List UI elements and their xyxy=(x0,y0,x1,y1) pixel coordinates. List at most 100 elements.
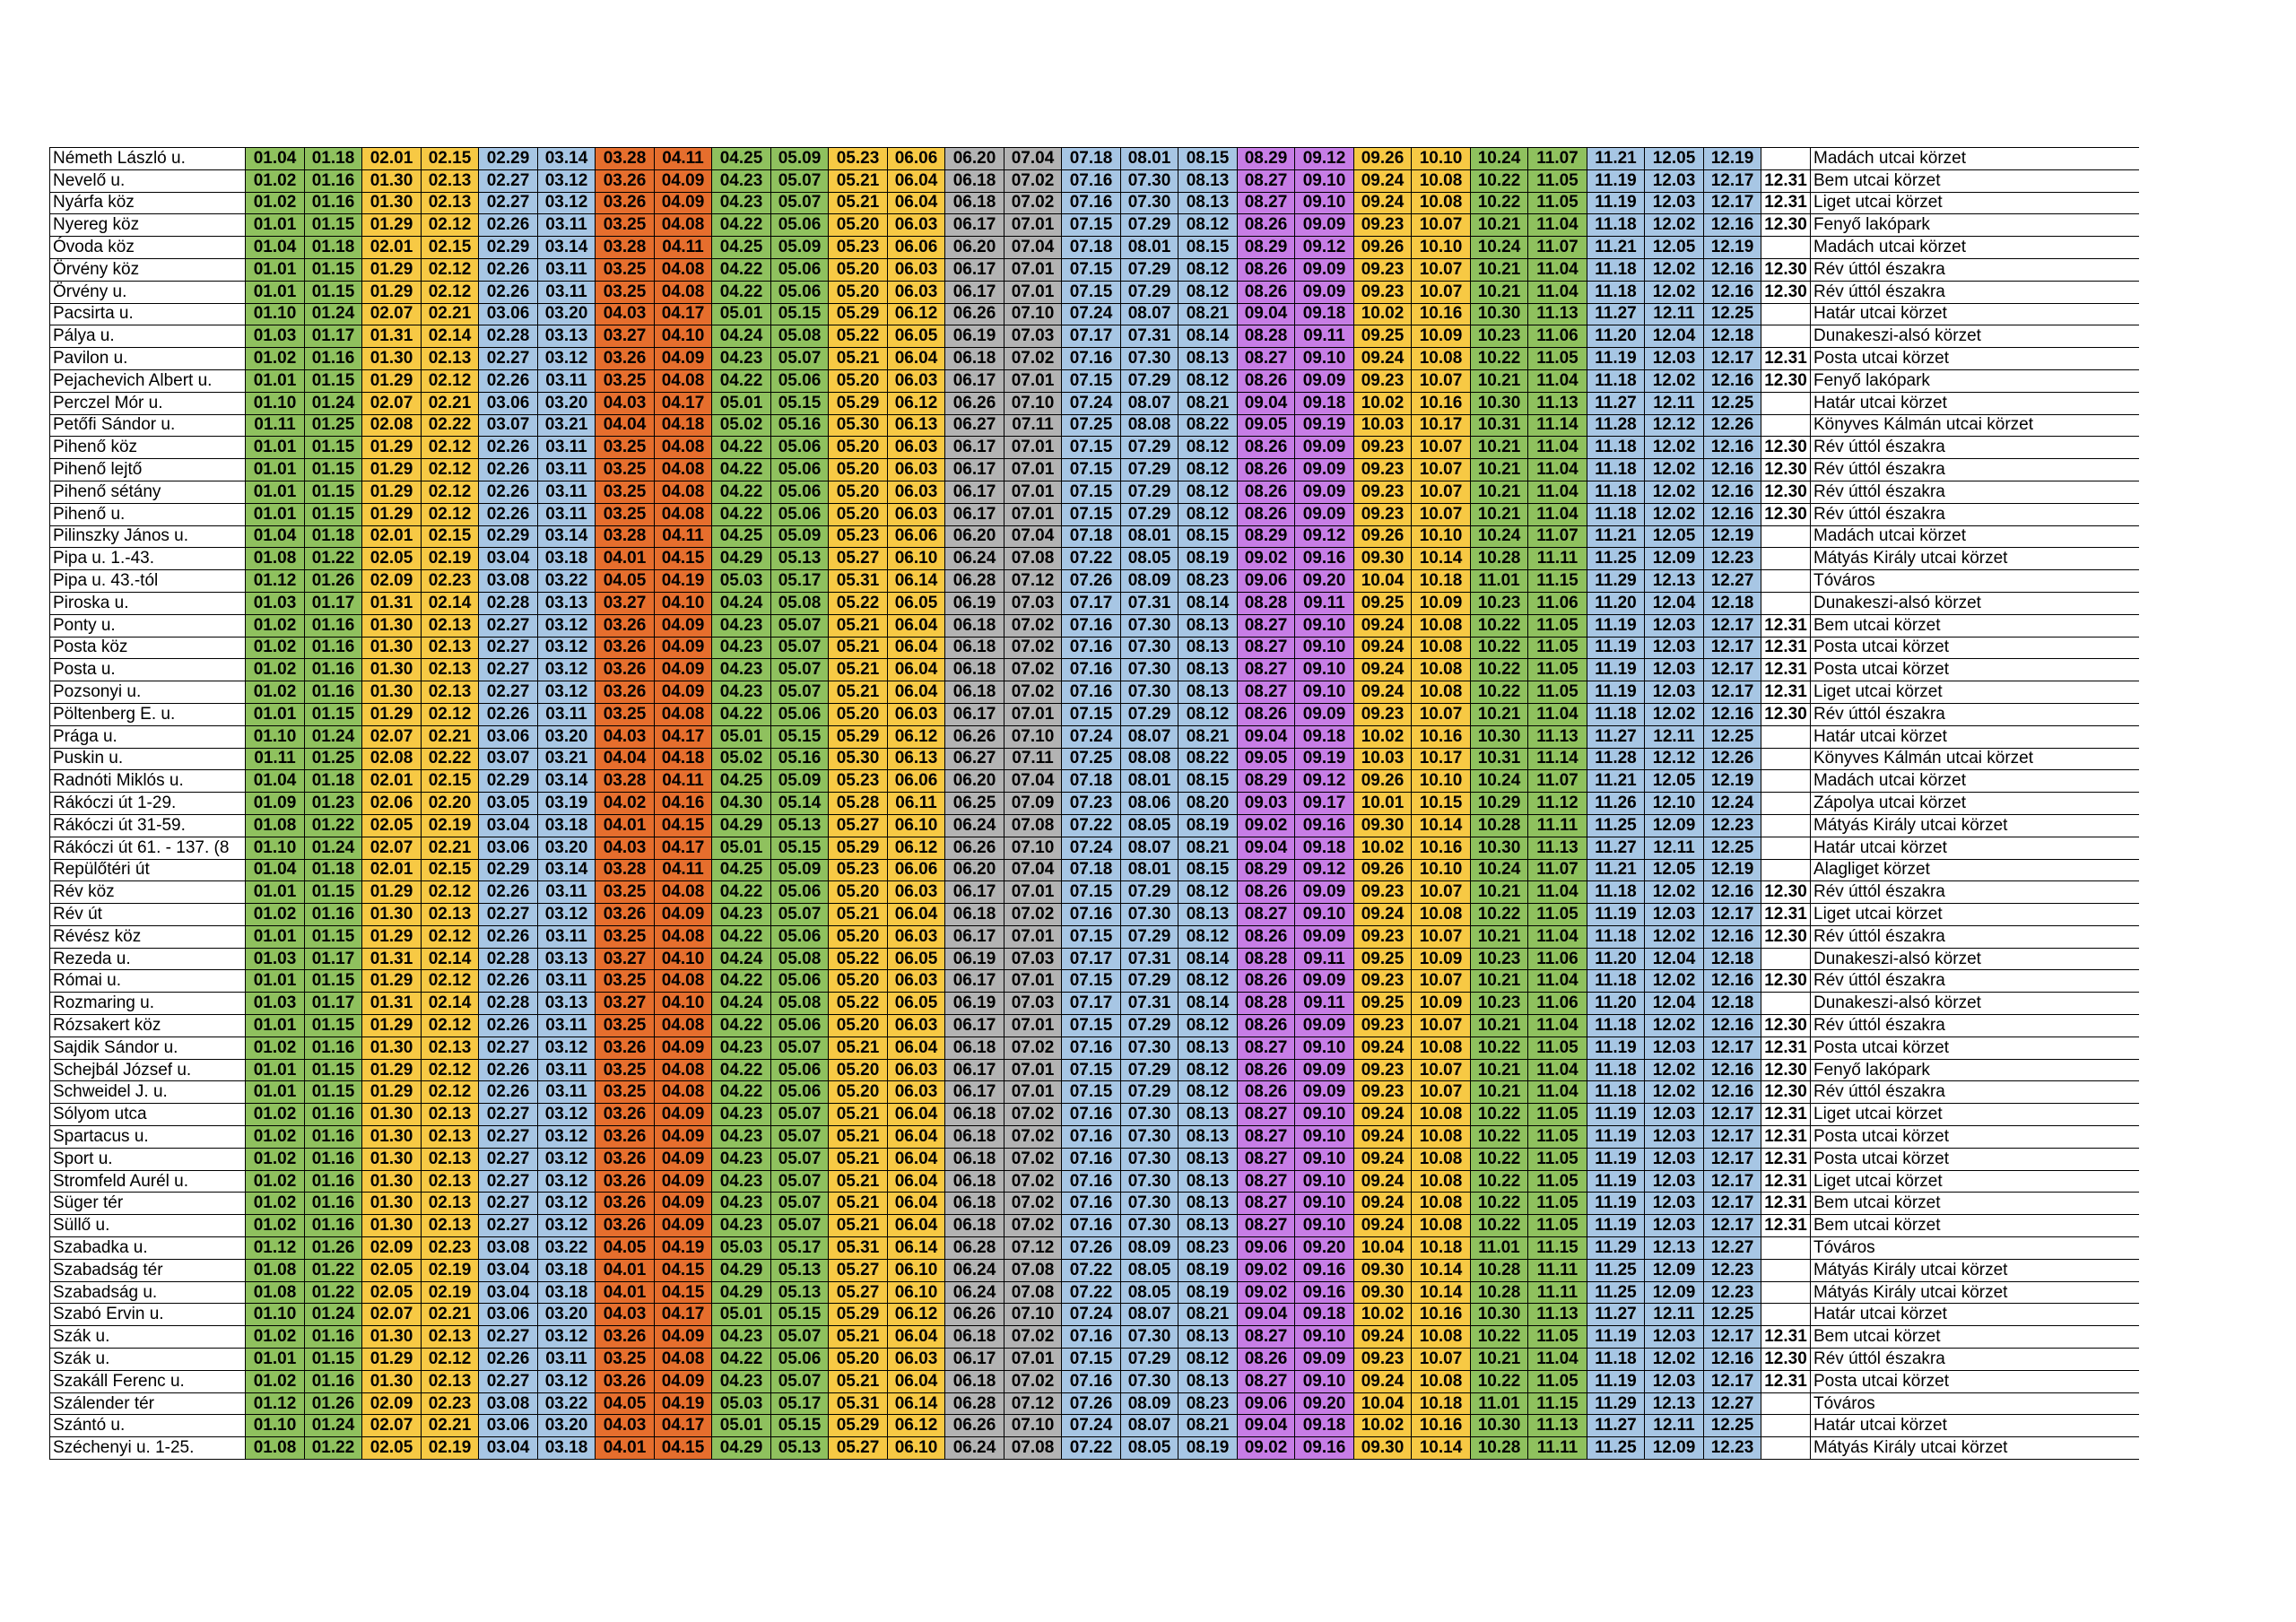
collection-date-cell: 09.20 xyxy=(1294,1392,1354,1416)
collection-date-cell: 07.01 xyxy=(1004,1014,1062,1037)
collection-date-cell xyxy=(1761,858,1811,882)
collection-date-cell: 05.13 xyxy=(770,1436,829,1461)
collection-date-cell: 07.02 xyxy=(1004,903,1062,926)
collection-date-cell: 08.13 xyxy=(1178,1147,1238,1171)
collection-date-cell: 04.01 xyxy=(595,1258,655,1282)
collection-date-cell: 06.18 xyxy=(944,1125,1004,1149)
collection-date-cell: 03.08 xyxy=(478,569,538,593)
collection-date-cell: 07.29 xyxy=(1120,1014,1178,1037)
collection-date-cell: 05.15 xyxy=(770,1303,829,1327)
collection-date-cell: 08.27 xyxy=(1237,681,1295,704)
collection-date-cell: 10.21 xyxy=(1470,213,1528,238)
collection-date-cell: 02.27 xyxy=(478,1325,538,1349)
collection-date-cell: 11.29 xyxy=(1587,1236,1645,1260)
collection-date-cell: 04.15 xyxy=(654,1280,712,1305)
collection-date-cell: 10.08 xyxy=(1411,1214,1471,1238)
collection-date-cell: 10.07 xyxy=(1411,702,1471,726)
collection-date-cell: 11.18 xyxy=(1587,502,1645,526)
collection-date-cell: 08.12 xyxy=(1178,458,1238,481)
collection-date-cell: 05.07 xyxy=(770,903,829,926)
collection-date-cell: 01.16 xyxy=(304,1192,362,1216)
collection-date-cell: 04.22 xyxy=(711,213,771,238)
collection-date-cell: 01.02 xyxy=(245,1147,305,1171)
collection-date-cell: 12.16 xyxy=(1703,213,1761,238)
collection-date-cell: 04.01 xyxy=(595,547,655,571)
collection-date-cell: 10.23 xyxy=(1470,325,1528,349)
collection-date-cell: 05.20 xyxy=(828,436,888,460)
collection-date-cell: 07.02 xyxy=(1004,1192,1062,1216)
collection-date-cell: 07.30 xyxy=(1120,169,1178,193)
collection-date-cell: 08.29 xyxy=(1237,236,1295,259)
collection-date-cell: 08.05 xyxy=(1120,1258,1178,1282)
collection-date-cell: 12.05 xyxy=(1644,236,1704,259)
collection-date-cell: 09.26 xyxy=(1353,525,1412,549)
collection-date-cell: 08.26 xyxy=(1237,213,1295,238)
collection-date-cell: 07.04 xyxy=(1004,236,1062,259)
collection-date-cell: 02.13 xyxy=(421,681,479,704)
collection-date-cell: 07.16 xyxy=(1061,1169,1121,1193)
collection-date-cell: 10.22 xyxy=(1470,191,1528,215)
collection-date-cell: 08.07 xyxy=(1120,391,1178,415)
collection-date-cell: 11.29 xyxy=(1587,569,1645,593)
collection-date-cell: 06.19 xyxy=(944,325,1004,349)
collection-date-cell: 08.27 xyxy=(1237,169,1295,193)
collection-date-cell: 08.27 xyxy=(1237,1125,1295,1149)
collection-date-cell: 06.19 xyxy=(944,947,1004,971)
collection-date-cell: 03.28 xyxy=(595,858,655,882)
collection-date-cell: 04.10 xyxy=(654,992,712,1016)
collection-date-cell: 08.14 xyxy=(1178,947,1238,971)
collection-date-cell: 06.14 xyxy=(887,1392,945,1416)
collection-date-cell: 01.02 xyxy=(245,658,305,682)
collection-date-cell xyxy=(1761,1258,1811,1282)
collection-date-cell: 05.01 xyxy=(711,1414,771,1438)
collection-date-cell: 02.27 xyxy=(478,191,538,215)
collection-date-cell: 08.12 xyxy=(1178,480,1238,504)
collection-date-cell: 01.08 xyxy=(245,1258,305,1282)
collection-date-cell: 06.12 xyxy=(887,1414,945,1438)
district-cell: Határ utcai körzet xyxy=(1810,1303,2139,1327)
collection-date-cell: 09.04 xyxy=(1237,724,1295,749)
collection-date-cell: 05.20 xyxy=(828,257,888,282)
district-cell: Rév úttól északra xyxy=(1810,257,2139,282)
district-cell: Zápolya utcai körzet xyxy=(1810,792,2139,815)
collection-date-cell: 09.23 xyxy=(1353,880,1412,905)
collection-date-cell: 04.25 xyxy=(711,769,771,794)
district-cell: Határ utcai körzet xyxy=(1810,302,2139,326)
collection-date-cell: 11.27 xyxy=(1587,391,1645,415)
collection-date-cell: 07.09 xyxy=(1004,792,1062,815)
collection-date-cell: 02.07 xyxy=(361,724,422,749)
collection-date-cell: 01.22 xyxy=(304,1280,362,1305)
district-cell: Bem utcai körzet xyxy=(1810,169,2139,193)
collection-date-cell: 05.08 xyxy=(770,591,829,615)
collection-date-cell: 01.30 xyxy=(361,169,422,193)
collection-date-cell: 02.27 xyxy=(478,1192,538,1216)
collection-date-cell: 03.25 xyxy=(595,1348,655,1371)
collection-date-cell: 06.05 xyxy=(887,325,945,349)
collection-date-cell: 08.21 xyxy=(1178,1414,1238,1438)
collection-date-cell: 11.07 xyxy=(1527,147,1587,170)
collection-date-cell: 05.07 xyxy=(770,1192,829,1216)
collection-date-cell: 11.05 xyxy=(1527,169,1587,193)
collection-date-cell: 06.12 xyxy=(887,1303,945,1327)
street-name-cell: Rezeda u. xyxy=(49,947,246,971)
collection-date-cell: 10.10 xyxy=(1411,236,1471,259)
collection-date-cell: 10.22 xyxy=(1470,1125,1528,1149)
collection-date-cell: 07.15 xyxy=(1061,880,1121,905)
collection-date-cell: 09.05 xyxy=(1237,747,1295,771)
collection-date-cell: 10.23 xyxy=(1470,992,1528,1016)
collection-date-cell: 05.22 xyxy=(828,325,888,349)
table-row: Rákóczi út 1-29. 01.09 01.23 02.06 02.20 03.0… xyxy=(49,792,2139,815)
collection-date-cell: 05.07 xyxy=(770,1325,829,1349)
collection-date-cell: 01.29 xyxy=(361,1058,422,1082)
collection-date-cell: 04.17 xyxy=(654,302,712,326)
collection-date-cell: 09.04 xyxy=(1237,836,1295,860)
collection-date-cell: 05.07 xyxy=(770,1125,829,1149)
collection-date-cell: 10.09 xyxy=(1411,947,1471,971)
collection-date-cell: 06.26 xyxy=(944,836,1004,860)
collection-date-cell: 04.03 xyxy=(595,1414,655,1438)
collection-date-cell: 09.30 xyxy=(1353,547,1412,571)
collection-date-cell: 12.19 xyxy=(1703,858,1761,882)
collection-date-cell: 12.30 xyxy=(1761,280,1811,304)
collection-date-cell: 06.28 xyxy=(944,569,1004,593)
collection-date-cell: 01.29 xyxy=(361,480,422,504)
